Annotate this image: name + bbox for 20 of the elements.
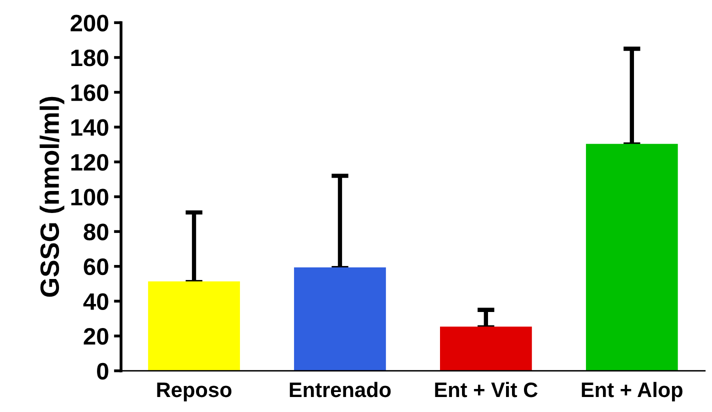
bar — [586, 144, 678, 371]
y-tick-label: 180 — [71, 50, 108, 66]
y-tick-label: 100 — [71, 188, 108, 206]
bar — [148, 281, 240, 371]
x-tick-label: Entrenado — [290, 382, 391, 398]
y-tick-label: 120 — [71, 154, 108, 171]
y-tick-label: 60 — [84, 258, 108, 276]
y-tick-label: 20 — [84, 328, 108, 345]
x-tick-label: Ent + Alop — [582, 382, 682, 402]
y-tick-label: 160 — [71, 84, 108, 102]
y-tick-label: 40 — [83, 293, 108, 310]
y-tick-label: 140 — [71, 119, 108, 136]
y-tick-label: 80 — [84, 224, 108, 240]
bar — [440, 326, 532, 371]
y-axis-title: GSSG (nmol/ml) — [40, 96, 64, 297]
bar — [294, 267, 386, 371]
y-tick-label: 0 — [97, 362, 108, 380]
x-tick-label: Reposo — [157, 382, 232, 402]
y-tick-label: 200 — [70, 14, 108, 32]
x-tick-label: Ent + Vit C — [435, 382, 538, 398]
